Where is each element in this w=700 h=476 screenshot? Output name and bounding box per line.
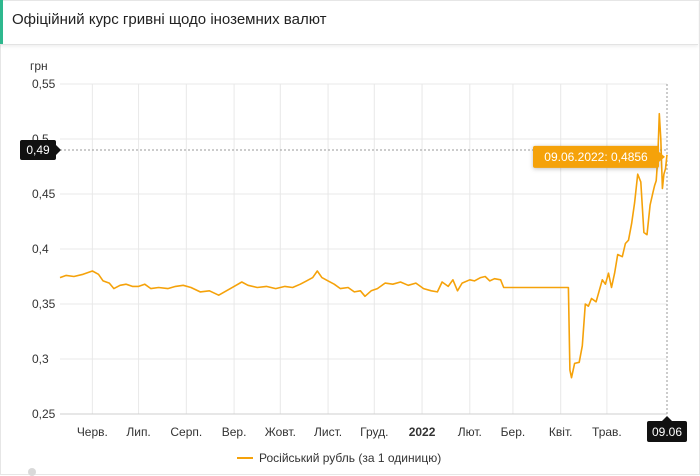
crosshair-x-label: 09.06 [652,425,682,439]
series-line-rub [59,112,668,379]
x-tick-label: Квіт. [549,425,573,439]
pager-dot[interactable] [28,468,36,476]
panel-header: Офіційний курс гривні щодо іноземних вал… [0,0,698,45]
x-tick-label: Бер. [501,425,526,439]
crosshair-y-badge: 0,49 [20,140,61,160]
x-tick-label: Лист. [314,425,342,439]
x-tick-label: Серп. [170,425,202,439]
x-tick-label: Трав. [592,425,622,439]
x-tick-label: Лют. [458,425,482,439]
y-tick-label: 0,55 [32,77,56,91]
y-tick-label: 0,35 [32,297,56,311]
x-tick-label: Вер. [222,425,247,439]
legend-swatch [237,457,253,459]
y-tick-label: 0,4 [32,242,49,256]
y-tick-label: 0,45 [32,187,56,201]
tooltip-text: 09.06.2022: 0,4856 [544,150,648,164]
x-tick-label: Жовт. [265,425,296,439]
y-axis-label: грн [30,59,48,73]
header-accent-bar [0,0,3,44]
x-tick-label: Черв. [77,425,108,439]
crosshair-y-label: 0,49 [26,143,50,157]
tooltip: 09.06.2022: 0,4856 [533,145,665,168]
y-tick-label: 0,25 [32,407,56,421]
y-tick-label: 0,3 [32,352,49,366]
page-title: Офіційний курс гривні щодо іноземних вал… [12,11,327,28]
x-tick-label: 2022 [409,425,436,439]
chart-grid [60,83,667,415]
legend-label: Російський рубль (за 1 одиницю) [259,451,442,465]
x-tick-label: Груд. [360,425,388,439]
x-tick-label: Лип. [126,425,150,439]
crosshair-x-badge: 09.06 [647,416,687,442]
chart-legend[interactable]: Російський рубль (за 1 одиницю) [237,451,441,465]
